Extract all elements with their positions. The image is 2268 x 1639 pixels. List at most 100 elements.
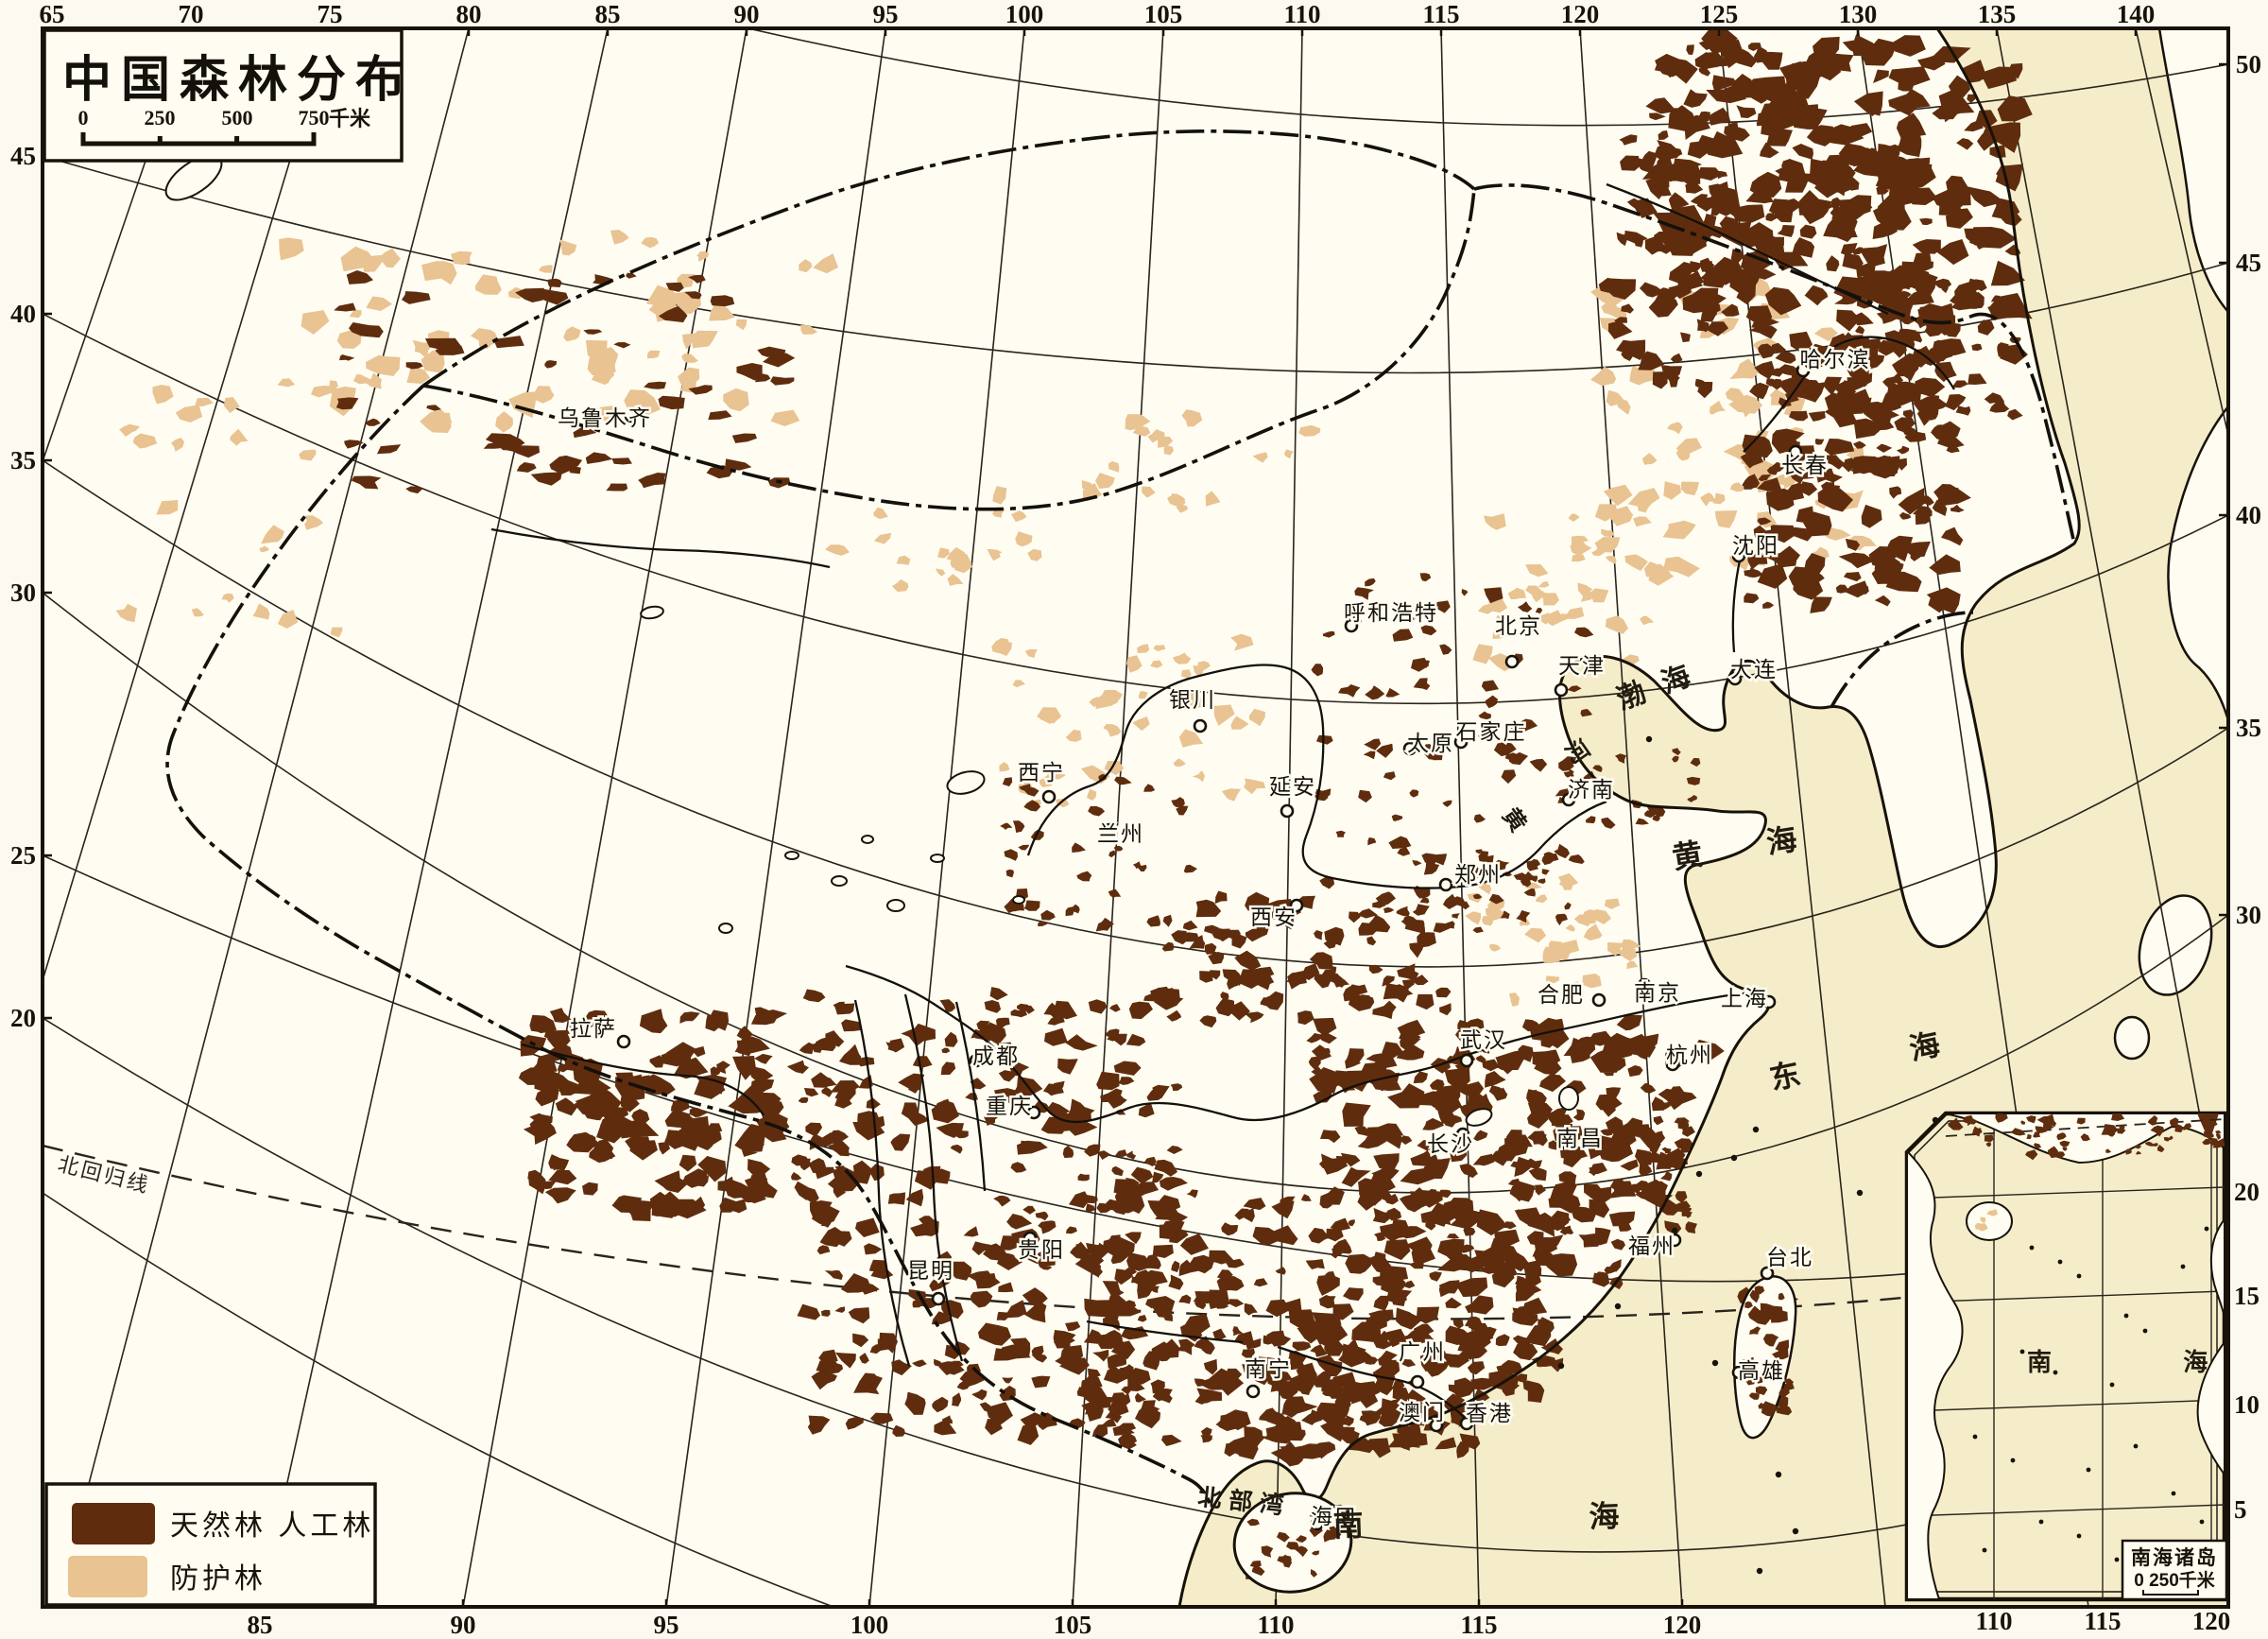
graticule-label: 140 — [2117, 0, 2156, 28]
graticule-label: 130 — [1839, 0, 1878, 28]
city-label: 北京 — [1495, 613, 1542, 638]
graticule-label: 75 — [318, 0, 343, 28]
city-label: 西宁 — [1018, 760, 1065, 785]
city-dot — [1459, 1416, 1474, 1431]
map-title: 中国森林分布 — [62, 53, 414, 108]
city-label: 广州 — [1399, 1339, 1446, 1364]
graticule-labels: 65 70 75 80 85 90 95 100 105 110 115 120 125 130 135 14… — [10, 0, 2261, 1639]
graticule-label: 90 — [451, 1611, 476, 1639]
city-dot — [1637, 977, 1652, 992]
city-dot — [1761, 994, 1777, 1009]
graticule-label: 105 — [1054, 1611, 1092, 1639]
scale-bar: 0 250 500 750 千米 — [78, 106, 371, 147]
scale-bar-line — [80, 132, 317, 147]
graticule-label: 35 — [10, 446, 36, 474]
city-dot — [1438, 877, 1453, 892]
graticule-label: 25 — [10, 841, 36, 870]
city-label: 福州 — [1628, 1234, 1675, 1258]
graticule-label: 20 — [10, 1004, 36, 1032]
city-label: 郑州 — [1454, 862, 1502, 887]
inset-label-box-frame — [2121, 1539, 2228, 1601]
graticule-label: 120 — [1663, 1611, 1702, 1639]
city-label: 沈阳 — [1732, 533, 1779, 558]
city-label: 太原 — [1407, 731, 1454, 755]
city-dot — [1429, 1418, 1444, 1433]
city-dot — [1731, 548, 1746, 563]
legend-label-natural-planted: 天然林 人工林 — [170, 1510, 374, 1542]
city-dot — [1591, 992, 1606, 1008]
city-dot — [1410, 1374, 1425, 1389]
city-dot — [616, 1034, 631, 1049]
city-dot — [1453, 734, 1469, 750]
scale-tick-0: 0 — [78, 106, 89, 129]
city-dot — [1022, 1231, 1038, 1246]
graticule-label: 135 — [1978, 0, 2017, 28]
legend: 天然林 人工林 防护林 — [44, 1482, 377, 1607]
legend-label-shelter: 防护林 — [170, 1563, 266, 1595]
city-label: 长沙 — [1427, 1131, 1474, 1156]
graticule-label: 95 — [654, 1611, 679, 1639]
city-label: 南京 — [1634, 980, 1681, 1005]
legend-swatch-shelter — [68, 1556, 147, 1597]
city-dot — [1455, 1127, 1470, 1142]
inset-sea-label: 南 海 — [2027, 1348, 2268, 1376]
city-label: 武汉 — [1460, 1027, 1507, 1052]
graticule-label: 110 — [1283, 0, 1320, 28]
city-label: 大连 — [1730, 657, 1778, 681]
graticule-label: 80 — [456, 0, 482, 28]
graticule-label: 115 — [2084, 1607, 2121, 1635]
graticule-label: 120 — [2192, 1607, 2231, 1635]
graticule-label: 110 — [1257, 1611, 1294, 1639]
city-dot — [1760, 1266, 1775, 1281]
city-label: 重庆 — [986, 1094, 1033, 1118]
city-dot — [1289, 898, 1304, 913]
scale-tick-500: 500 — [222, 106, 253, 129]
city-dot — [1667, 1233, 1682, 1248]
inset-scale: 0 250千米 — [2134, 1569, 2216, 1591]
city-dot — [1665, 1057, 1680, 1072]
city-dot — [1731, 1365, 1746, 1380]
graticule-label: 100 — [1005, 0, 1044, 28]
city-label: 高雄 — [1738, 1358, 1785, 1383]
city-label: 南宁 — [1245, 1356, 1292, 1381]
inset-map: 南 海 南海诸岛 0 250千米 — [1904, 1111, 2268, 1602]
graticule-label: 30 — [10, 578, 36, 607]
city-dot — [1556, 1134, 1572, 1149]
title-box-frame — [43, 28, 404, 163]
graticule-label: 70 — [179, 0, 204, 28]
city-label: 澳门 — [1399, 1400, 1446, 1424]
inset-label-box: 南海诸岛 0 250千米 — [2121, 1539, 2228, 1601]
city-label: 昆明 — [907, 1258, 954, 1283]
graticule-label: 115 — [1422, 0, 1459, 28]
city-label: 呼和浩特 — [1344, 600, 1438, 625]
legend-swatch-natural-planted — [72, 1503, 155, 1544]
city-dot — [1402, 741, 1418, 756]
city-dot — [624, 408, 639, 423]
city-dot — [1280, 803, 1295, 819]
city-dot — [1026, 1105, 1041, 1120]
graticule-label: 45 — [10, 142, 36, 170]
city-dot — [1102, 822, 1117, 837]
graticule-label: 50 — [2236, 50, 2261, 78]
city-dot — [1796, 363, 1811, 378]
city-label: 延安 — [1269, 774, 1316, 799]
scale-unit: 千米 — [329, 107, 371, 130]
inset-title: 南海诸岛 — [2131, 1546, 2218, 1569]
city-label: 台北 — [1766, 1245, 1813, 1269]
graticule-label: 45 — [2236, 249, 2261, 277]
graticule-label: 30 — [2236, 901, 2261, 929]
graticule-label: 90 — [734, 0, 760, 28]
graticule-label: 40 — [2236, 501, 2261, 529]
graticule-label: 85 — [248, 1611, 273, 1639]
graticule-label: 40 — [10, 300, 36, 328]
graticule-label: 15 — [2234, 1282, 2259, 1310]
scale-tick-750: 750 — [299, 106, 330, 129]
graticule-label: 115 — [1460, 1611, 1497, 1639]
graticule-label: 5 — [2234, 1495, 2247, 1524]
city-label: 西安 — [1250, 905, 1297, 929]
city-label: 拉萨 — [570, 1016, 617, 1041]
graticule-label: 65 — [40, 0, 65, 28]
city-label: 海口 — [1311, 1504, 1358, 1528]
map-frame — [41, 26, 2230, 1609]
city-dot — [1246, 1384, 1261, 1399]
